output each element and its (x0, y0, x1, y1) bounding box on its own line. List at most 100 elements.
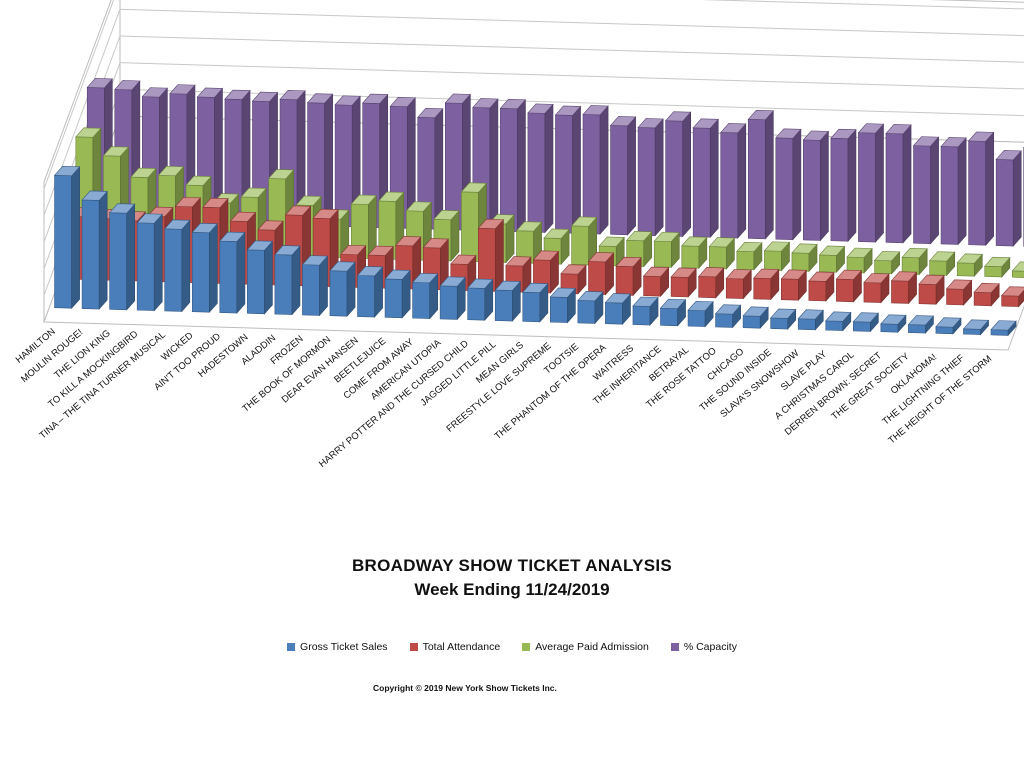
bar (615, 256, 642, 297)
bar (670, 267, 697, 298)
bar-top (653, 231, 680, 242)
bar-front (500, 107, 518, 232)
bar-top (267, 169, 295, 180)
bar-top (411, 273, 439, 284)
bar-front (461, 191, 479, 263)
bar-top (515, 221, 543, 232)
bar-side (765, 109, 774, 240)
bar (825, 311, 852, 332)
bar-top (763, 241, 791, 252)
bar-front (968, 140, 986, 246)
legend-swatch (670, 643, 679, 651)
bar-top (494, 280, 521, 291)
bar-top (587, 252, 615, 263)
bar (967, 131, 995, 247)
legend-label: Average Paid Admission (535, 641, 649, 653)
legend-swatch (409, 643, 418, 651)
bar (664, 111, 692, 238)
bar-front (698, 276, 717, 299)
bar-side (126, 203, 136, 311)
bar-top (935, 317, 962, 328)
bar-top (912, 136, 940, 147)
bar (411, 273, 439, 320)
bar-side (98, 190, 108, 310)
bar-top (708, 237, 736, 248)
bar-front (653, 240, 672, 268)
bar-side (792, 128, 802, 241)
bar-top (885, 124, 912, 135)
bar-top (527, 103, 554, 114)
bar-front (830, 137, 849, 242)
bar-top (334, 95, 361, 106)
bar-front (555, 114, 573, 234)
bar-top (835, 269, 863, 280)
bar-front (852, 321, 871, 332)
bar-front (522, 291, 541, 323)
bar-top (808, 271, 835, 282)
bar-side (654, 118, 664, 237)
bar-front (334, 104, 353, 228)
bar-front (990, 329, 1009, 336)
bar (570, 216, 598, 266)
bar-side (820, 130, 829, 242)
bar (549, 287, 577, 324)
bar-side (544, 103, 554, 234)
bar (329, 261, 356, 318)
bar-top (549, 287, 577, 298)
bar (863, 273, 890, 304)
bar-front (660, 307, 678, 327)
bar-side (71, 166, 80, 310)
bar-front (274, 254, 293, 315)
bar-front (610, 125, 628, 236)
bar-top (753, 268, 780, 279)
bar (835, 269, 863, 303)
bar-top (901, 248, 928, 259)
legend-item: % Capacity (670, 641, 737, 653)
bar-front (825, 320, 844, 331)
bar-front (940, 146, 959, 245)
bar-front (357, 275, 375, 318)
bar-top (251, 91, 279, 102)
bar (945, 279, 973, 306)
bar (687, 300, 714, 328)
bar (632, 296, 659, 326)
bar-top (880, 314, 907, 325)
bar (653, 231, 680, 269)
bar (763, 241, 791, 272)
bar-top (229, 211, 257, 222)
bar-front (109, 212, 128, 311)
bar (885, 124, 912, 244)
bar-top (907, 315, 935, 326)
bar (808, 271, 835, 302)
bar (417, 107, 444, 231)
bar-top (433, 209, 460, 221)
bar-front (720, 132, 739, 239)
bar-top (350, 194, 377, 205)
bar (1000, 286, 1024, 308)
bar-top (450, 254, 477, 265)
bar-top (802, 130, 830, 141)
bar-top (378, 191, 405, 202)
bar-front (725, 278, 744, 299)
bar-top (929, 251, 956, 262)
bar-top (604, 293, 632, 304)
bar (692, 118, 719, 239)
bar-top (395, 236, 422, 247)
bar (852, 312, 880, 333)
bar-front (770, 317, 789, 330)
bar-front (819, 254, 837, 273)
bar-top (775, 128, 802, 139)
bar-top (791, 243, 818, 254)
bar (587, 252, 615, 296)
bar-front (709, 246, 727, 270)
bar (246, 240, 274, 315)
bar-side (985, 131, 994, 247)
bar-front (715, 313, 733, 328)
bar-top (681, 236, 708, 247)
bar-front (439, 285, 458, 320)
bar-front (963, 328, 981, 335)
bar (527, 103, 554, 234)
bar-front (577, 300, 596, 324)
bar-top (86, 78, 113, 89)
bar-top (967, 131, 995, 142)
